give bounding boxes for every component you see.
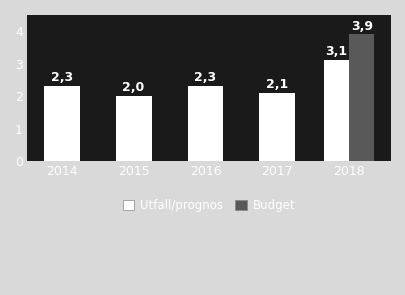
Bar bbox=[44, 86, 79, 161]
Legend: Utfall/prognos, Budget: Utfall/prognos, Budget bbox=[117, 194, 299, 217]
Text: 3,1: 3,1 bbox=[325, 45, 347, 58]
Bar bbox=[323, 60, 348, 161]
Text: 3,9: 3,9 bbox=[350, 19, 372, 32]
Bar bbox=[348, 35, 373, 161]
Text: 2,3: 2,3 bbox=[194, 71, 216, 84]
Bar bbox=[187, 86, 223, 161]
Text: 2,0: 2,0 bbox=[122, 81, 144, 94]
Text: 2,3: 2,3 bbox=[51, 71, 72, 84]
Text: 2,1: 2,1 bbox=[266, 78, 288, 91]
Bar bbox=[259, 93, 295, 161]
Bar bbox=[115, 96, 151, 161]
